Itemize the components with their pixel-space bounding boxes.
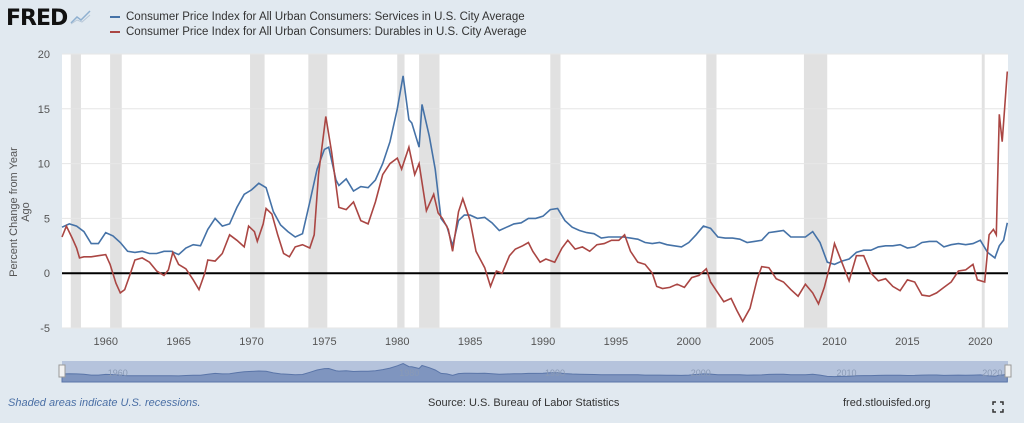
legend-swatch [110,16,120,18]
x-tick-label: 2020 [968,336,992,348]
x-tick-label: 1960 [93,336,117,348]
x-tick-label: 2015 [895,336,919,348]
x-tick-label: 2010 [822,336,846,348]
recession-band [70,54,81,328]
legend-item-durables[interactable]: Consumer Price Index for All Urban Consu… [110,26,527,38]
fullscreen-icon[interactable] [992,401,1004,413]
navigator-tick-label: 2010 [837,368,857,378]
site-link[interactable]: fred.stlouisfed.org [843,397,931,409]
navigator-tick-label: 1960 [108,368,128,378]
series-line-1 [61,71,1009,324]
recession-band [550,54,561,328]
logo-text: FRED [6,6,68,31]
navigator-handle-right[interactable] [1004,364,1012,378]
navigator-series [61,362,1008,383]
legend-label: Consumer Price Index for All Urban Consu… [126,11,525,23]
x-tick-label: 1980 [385,336,409,348]
legend-label: Consumer Price Index for All Urban Consu… [126,26,527,38]
navigator-handle-left[interactable] [58,364,66,378]
x-tick-label: 2000 [677,336,701,348]
x-tick-label: 1985 [458,336,482,348]
recession-band [981,54,985,328]
recession-band [803,54,828,328]
x-tick-label: 1995 [604,336,628,348]
recession-band [110,54,122,328]
y-tick-label: 20 [38,49,50,61]
x-tick-label: 2005 [749,336,773,348]
y-tick-label: 15 [38,104,50,116]
y-tick-label: 0 [44,268,50,280]
x-tick-label: 1975 [312,336,336,348]
navigator-tick-label: 2000 [691,368,711,378]
source-text: Source: U.S. Bureau of Labor Statistics [428,397,620,409]
y-tick-label: 5 [44,213,50,225]
recession-note: Shaded areas indicate U.S. recessions. [8,397,201,409]
chart-logo-icon [70,10,91,25]
navigator-tick-label: 2020 [982,368,1002,378]
series-line-0 [61,75,1009,266]
x-tick-label: 1990 [531,336,555,348]
recession-band [250,54,265,328]
y-tick-label: -5 [40,323,50,335]
recession-band [706,54,717,328]
recession-band [397,54,405,328]
legend-swatch [110,31,120,33]
legend-item-services[interactable]: Consumer Price Index for All Urban Consu… [110,11,525,23]
recession-band [419,54,440,328]
x-tick-label: 1970 [239,336,263,348]
x-tick-label: 1965 [166,336,190,348]
y-tick-label: 10 [38,159,50,171]
fred-logo[interactable]: FRED [6,6,92,31]
navigator-tick-label: 1990 [545,368,565,378]
plot-area [62,54,1008,328]
navigator-tick-label: 1980 [399,368,419,378]
